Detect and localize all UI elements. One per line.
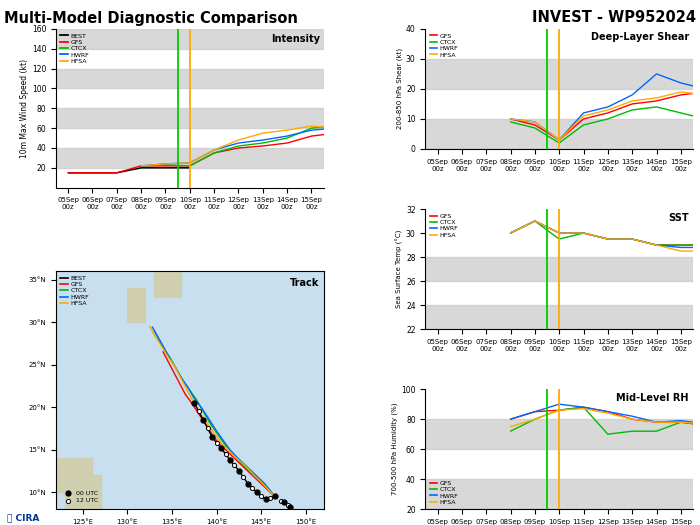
Bar: [426, 479, 693, 509]
Text: 12 UTC: 12 UTC: [76, 498, 98, 503]
Bar: [56, 29, 323, 49]
Polygon shape: [38, 365, 56, 390]
Polygon shape: [127, 288, 145, 322]
Polygon shape: [3, 458, 92, 525]
Bar: [56, 69, 323, 88]
Text: Deep-Layer Shear: Deep-Layer Shear: [591, 33, 689, 43]
Bar: [426, 419, 693, 449]
Polygon shape: [154, 271, 181, 297]
Bar: [56, 108, 323, 128]
Bar: [426, 257, 693, 281]
Text: INVEST - WP952024: INVEST - WP952024: [533, 10, 696, 26]
Bar: [426, 59, 693, 89]
Legend: BEST, GFS, CTCX, HWRF, HFSA: BEST, GFS, CTCX, HWRF, HFSA: [59, 274, 90, 307]
Y-axis label: 10m Max Wind Speed (kt): 10m Max Wind Speed (kt): [20, 59, 29, 158]
Text: Track: Track: [290, 278, 320, 288]
Text: SST: SST: [668, 213, 689, 223]
Bar: [426, 119, 693, 149]
Legend: BEST, GFS, CTCX, HWRF, HFSA: BEST, GFS, CTCX, HWRF, HFSA: [59, 32, 90, 65]
Bar: [426, 305, 693, 329]
Text: Multi-Model Diagnostic Comparison: Multi-Model Diagnostic Comparison: [4, 10, 298, 26]
Y-axis label: Sea Surface Temp (°C): Sea Surface Temp (°C): [396, 230, 403, 308]
Text: Intensity: Intensity: [271, 34, 320, 44]
Y-axis label: 200-850 hPa Shear (kt): 200-850 hPa Shear (kt): [397, 48, 403, 130]
Text: ⦾ CIRA: ⦾ CIRA: [7, 513, 39, 522]
Text: 00 UTC: 00 UTC: [76, 490, 98, 496]
Legend: GFS, CTCX, HWRF, HFSA: GFS, CTCX, HWRF, HFSA: [428, 32, 460, 59]
Legend: GFS, CTCX, HWRF, HFSA: GFS, CTCX, HWRF, HFSA: [428, 212, 460, 239]
Bar: [56, 148, 323, 168]
Text: Mid-Level RH: Mid-Level RH: [617, 393, 689, 403]
Polygon shape: [65, 475, 101, 509]
Y-axis label: 700-500 hPa Humidity (%): 700-500 hPa Humidity (%): [392, 403, 398, 496]
Legend: GFS, CTCX, HWRF, HFSA: GFS, CTCX, HWRF, HFSA: [428, 479, 460, 506]
